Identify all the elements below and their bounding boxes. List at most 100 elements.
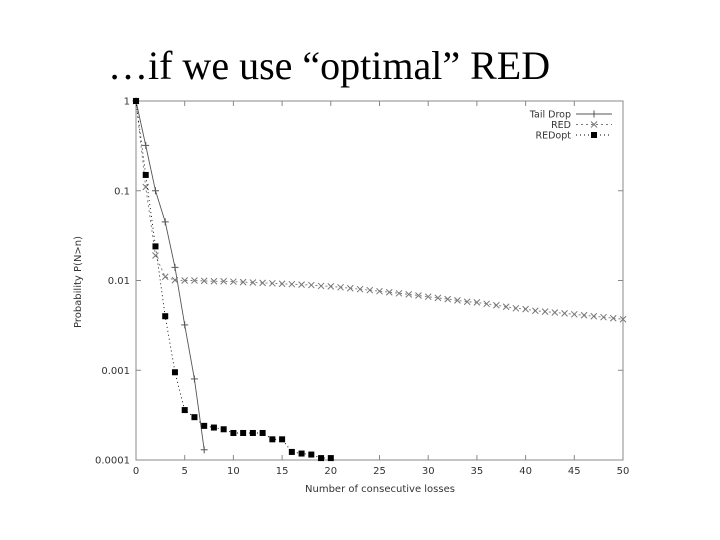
data-point-redopt (249, 429, 256, 436)
data-point-red (239, 278, 247, 286)
data-point-redopt (269, 436, 276, 443)
data-point-redopt (142, 171, 149, 178)
x-tick-label: 40 (519, 466, 532, 477)
data-point-redopt (210, 424, 217, 431)
data-point-red (415, 292, 422, 299)
x-tick-label: 25 (373, 466, 386, 477)
data-point-redopt (259, 429, 266, 436)
data-point-red (356, 285, 364, 293)
data-point-red (444, 295, 452, 303)
data-point-tail-drop (161, 218, 169, 226)
series-line-tail-drop (135, 100, 205, 450)
data-point-red (220, 277, 228, 285)
data-point-red (327, 283, 335, 290)
x-tick-label: 30 (422, 466, 435, 477)
data-point-redopt (298, 450, 305, 457)
data-point-red (522, 305, 529, 313)
x-tick-label: 5 (182, 466, 188, 477)
legend-marker-tail-drop (590, 110, 598, 118)
y-axis-label: Probability P(N>n) (73, 236, 84, 328)
y-tick-label: 0.01 (108, 276, 130, 287)
data-point-red (317, 282, 325, 290)
data-point-red (288, 280, 296, 288)
data-point-redopt (133, 98, 139, 104)
data-point-red (463, 298, 471, 306)
data-point-red (210, 277, 218, 285)
series-tail-drop (132, 97, 208, 454)
data-point-redopt (220, 426, 227, 433)
x-tick-label: 35 (471, 466, 484, 477)
data-point-red (395, 289, 403, 297)
data-point-tail-drop (200, 446, 208, 454)
data-point-red (161, 273, 169, 281)
data-point-red (531, 307, 539, 315)
data-point-red (619, 315, 627, 323)
data-point-red (337, 283, 344, 291)
y-tick-label: 0.0001 (95, 456, 130, 467)
data-point-red (512, 304, 520, 312)
data-point-redopt (230, 429, 237, 436)
data-point-red (551, 309, 559, 316)
series-redopt (133, 98, 334, 462)
legend-label-redopt: REDopt (536, 131, 572, 142)
data-point-red (561, 310, 568, 317)
data-point-redopt (201, 422, 208, 429)
data-point-red (307, 281, 315, 289)
x-tick-label: 0 (133, 466, 139, 477)
data-point-redopt (288, 448, 295, 455)
series-line-redopt (135, 100, 331, 459)
plot-frame (135, 100, 624, 461)
data-point-red (230, 278, 237, 286)
data-point-redopt (162, 313, 169, 320)
data-point-red (502, 303, 510, 311)
data-point-red (191, 277, 198, 284)
data-point-red (405, 291, 413, 298)
data-point-red (366, 286, 374, 294)
data-point-red (541, 308, 549, 315)
data-point-red (346, 284, 354, 292)
data-point-red (278, 280, 286, 288)
data-point-redopt (327, 455, 334, 462)
legend-marker-red (590, 121, 598, 128)
data-point-red (376, 287, 383, 295)
data-point-tail-drop (142, 141, 150, 149)
data-point-tail-drop (181, 321, 189, 329)
data-point-redopt (240, 429, 247, 436)
data-point-red (200, 277, 208, 285)
y-tick-label: 0.001 (101, 366, 130, 377)
data-point-red (609, 314, 617, 322)
data-point-tail-drop (171, 263, 179, 271)
data-point-red (269, 279, 276, 287)
data-point-red (249, 279, 257, 286)
data-point-red (473, 299, 481, 306)
data-point-redopt (171, 369, 178, 376)
data-point-red (181, 277, 189, 284)
legend-label-red: RED (551, 120, 571, 131)
data-point-tail-drop (190, 375, 198, 383)
x-tick-label: 50 (617, 466, 630, 477)
data-point-red (493, 301, 500, 309)
data-point-red (570, 310, 578, 318)
data-point-tail-drop (151, 187, 159, 195)
x-tick-label: 20 (324, 466, 337, 477)
x-tick-label: 10 (227, 466, 240, 477)
slide-title: …if we use “optimal” RED (108, 43, 551, 88)
series-red (132, 97, 627, 323)
series-line-red (135, 100, 624, 320)
data-point-red (580, 311, 588, 319)
data-point-redopt (152, 243, 159, 250)
data-point-red (152, 252, 159, 259)
data-point-red (454, 297, 461, 304)
y-tick-label: 1 (124, 97, 130, 108)
data-point-redopt (308, 451, 315, 458)
legend-marker-redopt (591, 132, 597, 138)
data-point-red (590, 312, 598, 320)
data-point-red (171, 276, 179, 284)
x-axis-label: Number of consecutive losses (305, 484, 455, 495)
x-tick-label: 45 (568, 466, 581, 477)
data-point-redopt (318, 455, 325, 462)
x-tick-label: 15 (276, 466, 289, 477)
data-point-redopt (279, 436, 286, 443)
legend-label-tail-drop: Tail Drop (529, 110, 571, 121)
